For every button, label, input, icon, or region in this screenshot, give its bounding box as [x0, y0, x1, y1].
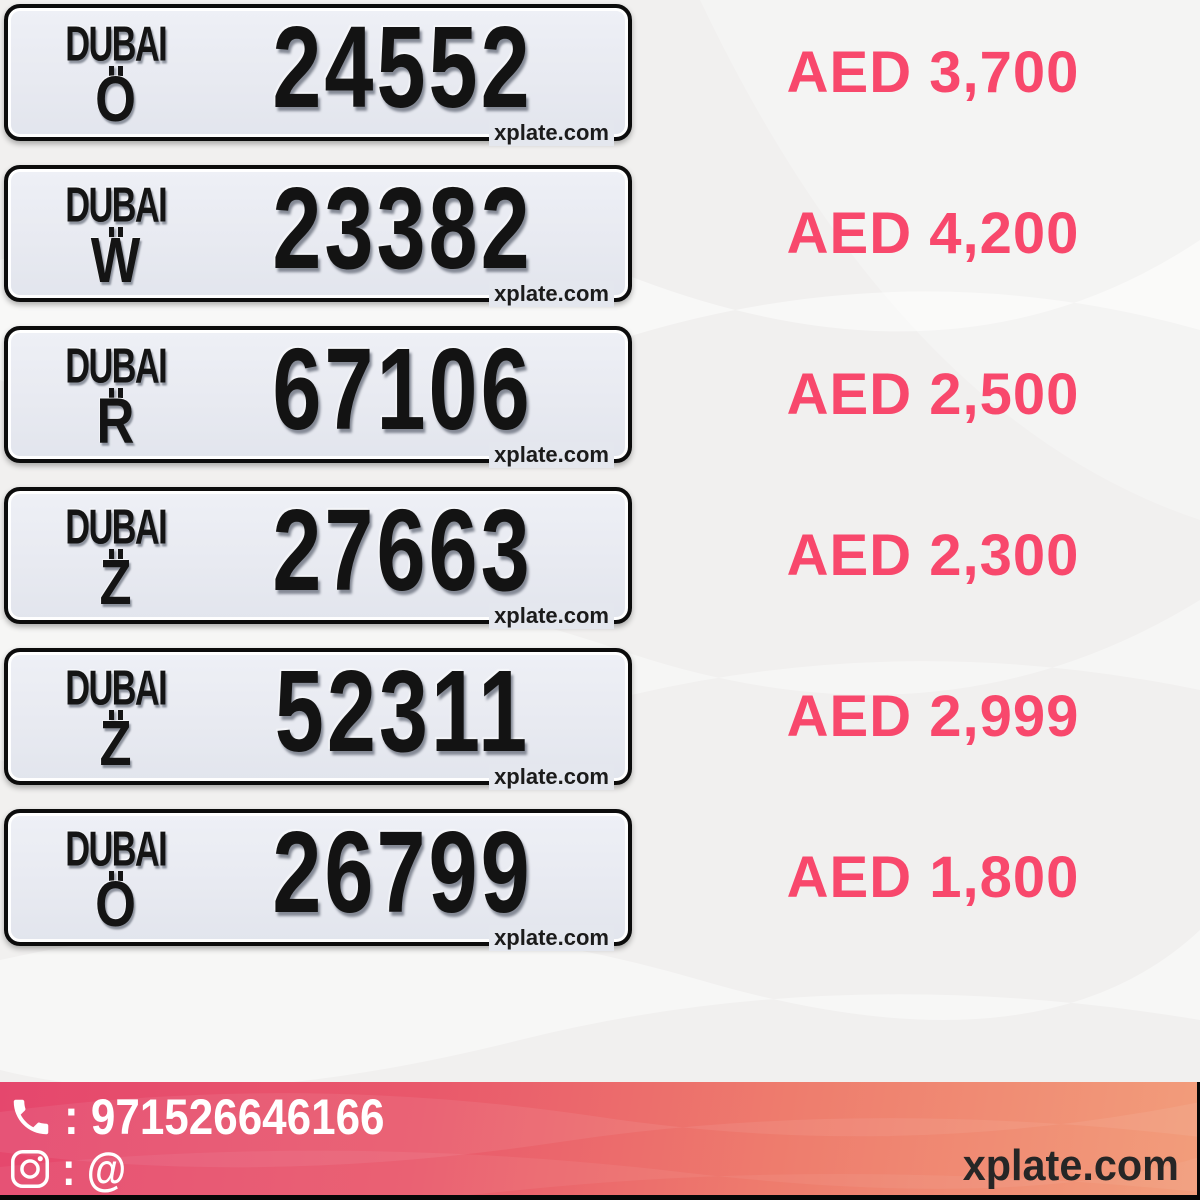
plate-number: 23382 — [272, 162, 533, 293]
dubai-logo: DUBAI — [65, 16, 167, 72]
dubai-logo-arabic-dots — [109, 871, 115, 881]
listing-row: DUBAI W 23382 xplate.com AED 4,200 — [4, 162, 1200, 307]
dubai-logo-arabic-dots — [109, 710, 115, 720]
license-plate: DUBAI O 24552 xplate.com — [4, 1, 632, 146]
license-plate: DUBAI Z 27663 xplate.com — [4, 484, 632, 629]
plate-number: 67106 — [272, 323, 533, 454]
plate-number: 24552 — [272, 1, 533, 132]
plate-code-letter: Z — [99, 546, 132, 618]
website-label: xplate.com — [962, 1141, 1179, 1190]
dubai-logo: DUBAI — [65, 499, 167, 555]
plate-code-letter: O — [95, 868, 136, 940]
phone-icon — [8, 1094, 54, 1140]
listing-row: DUBAI Z 52311 xplate.com AED 2,999 — [4, 645, 1200, 790]
plate-listing: DUBAI O 24552 xplate.com AED 3,700 DUBAI… — [4, 1, 1200, 951]
dubai-logo: DUBAI — [65, 660, 167, 716]
plate-code-letter: W — [90, 224, 141, 296]
plate-watermark: xplate.com — [489, 764, 614, 790]
plate-code-letter: O — [95, 63, 136, 135]
plate-watermark: xplate.com — [489, 281, 614, 307]
plate-number: 26799 — [272, 806, 533, 937]
plate-code-letter: R — [96, 385, 135, 457]
phone-number: : 971526646166 — [64, 1089, 385, 1145]
listing-row: DUBAI R 67106 xplate.com AED 2,500 — [4, 323, 1200, 468]
dubai-logo-arabic-dots — [109, 66, 115, 76]
dubai-logo: DUBAI — [65, 821, 167, 877]
phone-contact: : 971526646166 — [8, 1088, 428, 1146]
instagram-icon — [8, 1147, 52, 1191]
license-plate: DUBAI Z 52311 xplate.com — [4, 645, 632, 790]
price-label: AED 1,800 — [786, 845, 1080, 910]
license-plate: DUBAI O 26799 xplate.com — [4, 806, 632, 951]
listing-row: DUBAI O 24552 xplate.com AED 3,700 — [4, 1, 1200, 146]
listing-row: DUBAI Z 27663 xplate.com AED 2,300 — [4, 484, 1200, 629]
plate-watermark: xplate.com — [489, 120, 614, 146]
price-label: AED 2,500 — [786, 362, 1080, 427]
plate-watermark: xplate.com — [489, 603, 614, 629]
instagram-handle: : @ — [62, 1143, 127, 1195]
plate-watermark: xplate.com — [489, 925, 614, 951]
price-label: AED 2,300 — [786, 523, 1080, 588]
price-label: AED 4,200 — [786, 201, 1080, 266]
contact-footer: : 971526646166 : @ xplate.com — [0, 1082, 1200, 1200]
price-label: AED 2,999 — [786, 684, 1080, 749]
plate-number: 27663 — [272, 484, 533, 615]
dubai-logo: DUBAI — [65, 338, 167, 394]
dubai-logo: DUBAI — [65, 177, 167, 233]
license-plate: DUBAI W 23382 xplate.com — [4, 162, 632, 307]
listing-row: DUBAI O 26799 xplate.com AED 1,800 — [4, 806, 1200, 951]
plate-number: 52311 — [274, 645, 531, 776]
instagram-contact: : @ — [8, 1142, 135, 1195]
plate-code-letter: Z — [99, 707, 132, 779]
license-plate: DUBAI R 67106 xplate.com — [4, 323, 632, 468]
dubai-logo-arabic-dots — [109, 549, 115, 559]
price-label: AED 3,700 — [786, 40, 1080, 105]
plate-watermark: xplate.com — [489, 442, 614, 468]
